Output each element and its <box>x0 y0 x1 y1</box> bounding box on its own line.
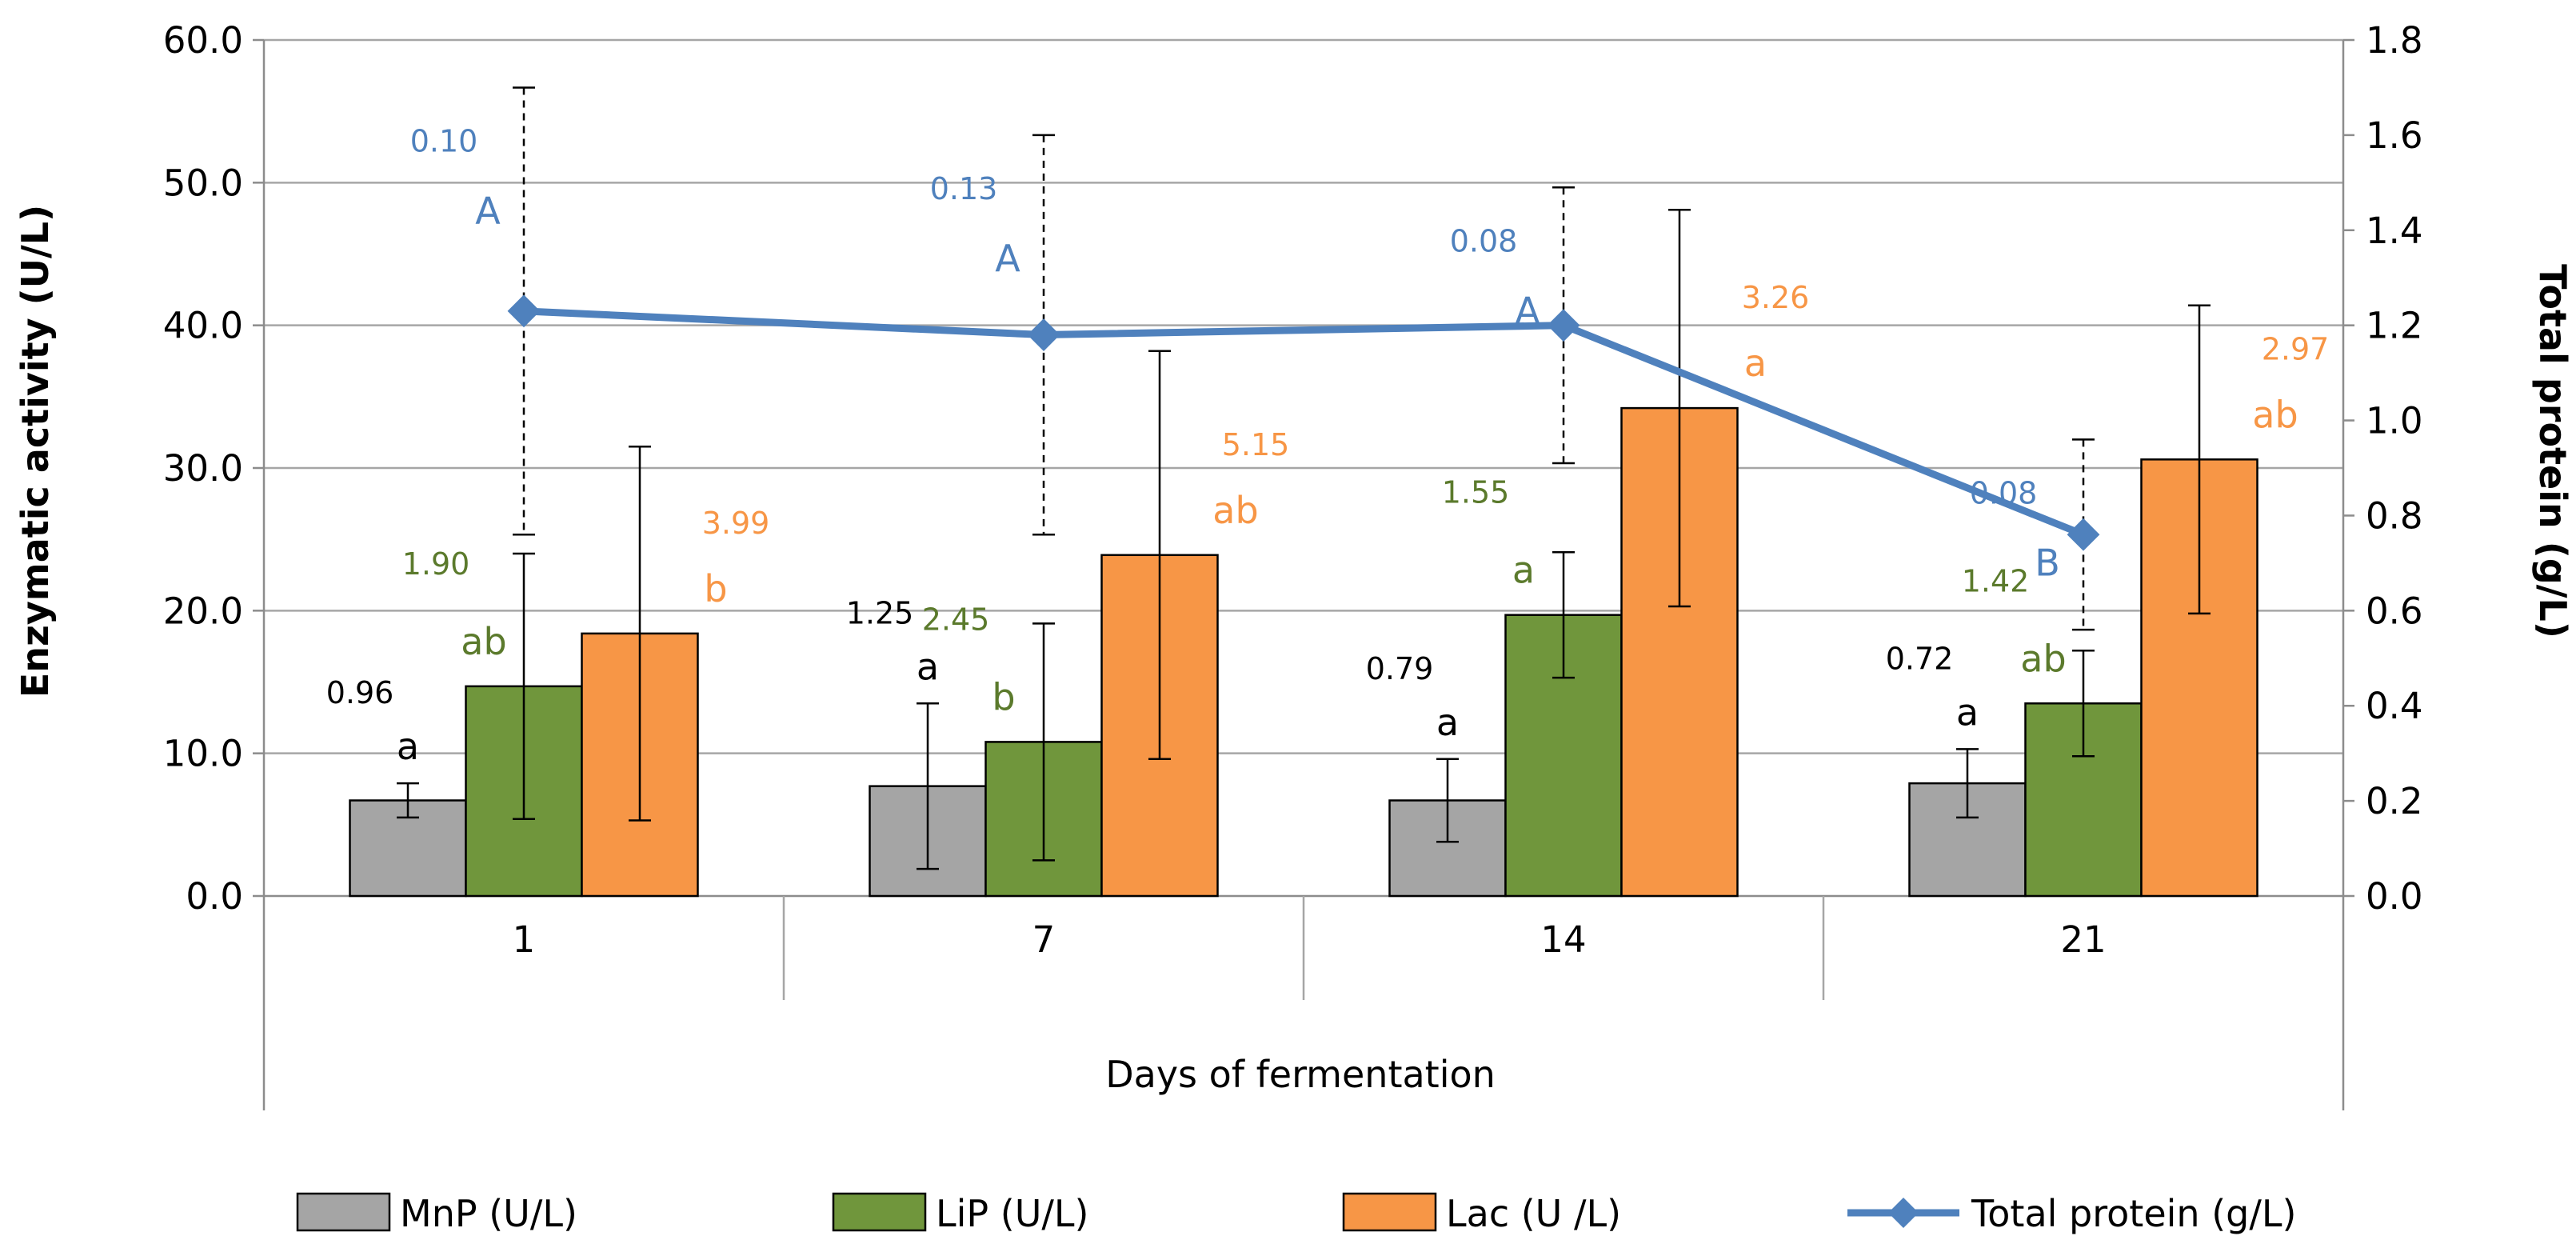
category-label: 1 <box>513 918 536 961</box>
series-line <box>523 307 2085 538</box>
significance-letter: a <box>1956 690 1979 734</box>
legend-swatch <box>1342 1192 1437 1232</box>
category-label: 21 <box>2060 918 2106 961</box>
right-tick-label: 0.6 <box>2366 590 2423 632</box>
sd-label: 0.96 <box>326 675 394 710</box>
sd-label: 0.08 <box>1450 223 1518 258</box>
sd-label: 3.99 <box>702 506 770 541</box>
significance-letter: a <box>1436 701 1459 744</box>
right-tick-label: 0.4 <box>2366 685 2423 727</box>
data-labels: a0.96a1.25a0.79a0.72ab1.90b2.45a1.55ab1.… <box>326 123 2330 768</box>
error-bars <box>397 86 2211 870</box>
sd-label: 2.97 <box>2262 331 2330 366</box>
right-tick-label: 1.4 <box>2366 210 2423 252</box>
left-tick-label: 10.0 <box>163 733 243 775</box>
significance-letter: A <box>475 189 501 232</box>
x-axis-title: Days of fermentation <box>1105 1053 1496 1096</box>
y2-axis-title: Total protein (g/L) <box>2531 264 2574 638</box>
legend-label: MnP (U/L) <box>400 1192 577 1235</box>
left-tick-label: 50.0 <box>163 162 243 204</box>
legend-label: Total protein (g/L) <box>1971 1192 2296 1235</box>
category-labels: 1 7 14 21 <box>513 918 2107 961</box>
sd-label: 1.55 <box>1442 475 1510 510</box>
right-axis-ticks: 0.0 0.2 0.4 0.6 0.8 1.0 1.2 1.4 1.6 1.8 <box>2343 19 2423 918</box>
significance-letter: a <box>1512 549 1535 592</box>
left-tick-label: 0.0 <box>186 875 243 918</box>
left-tick-label: 20.0 <box>163 590 243 632</box>
sd-label: 0.08 <box>1970 475 2038 510</box>
category-label: 14 <box>1540 918 1586 961</box>
left-tick-label: 40.0 <box>163 305 243 347</box>
sd-label: 0.10 <box>410 123 478 158</box>
sd-label: 2.45 <box>922 602 990 637</box>
significance-letter: B <box>2035 541 2060 584</box>
legend-swatch <box>296 1192 391 1232</box>
right-tick-label: 1.8 <box>2366 19 2423 62</box>
legend-label: Lac (U /L) <box>1446 1192 1621 1235</box>
protein-line <box>507 294 2100 551</box>
y-axis-title: Enzymatic activity (U/L) <box>14 205 57 698</box>
significance-letter: a <box>397 725 419 768</box>
legend-label: LiP (U/L) <box>936 1192 1088 1235</box>
left-tick-label: 30.0 <box>163 447 243 490</box>
right-tick-label: 1.0 <box>2366 400 2423 442</box>
line-marker <box>1027 318 1060 351</box>
significance-letter: a <box>917 645 939 688</box>
right-tick-label: 0.0 <box>2366 875 2423 918</box>
line-marker <box>2067 518 2100 551</box>
sd-label: 0.72 <box>1886 641 1954 676</box>
legend-swatch <box>832 1192 927 1232</box>
sd-label: 1.25 <box>846 595 914 630</box>
significance-letter: ab <box>1212 489 1258 532</box>
category-label: 7 <box>1032 918 1056 961</box>
significance-letter: A <box>1515 289 1540 332</box>
sd-label: 1.42 <box>1962 563 2030 598</box>
significance-letter: ab <box>2252 393 2298 436</box>
significance-letter: A <box>995 237 1020 280</box>
line-marker <box>507 294 541 328</box>
significance-letter: b <box>992 675 1015 718</box>
sd-label: 0.13 <box>930 171 998 206</box>
legend: MnP (U/L) LiP (U/L) Lac (U /L) Total protei… <box>296 1192 2296 1235</box>
significance-letter: a <box>1744 342 1767 385</box>
left-tick-label: 60.0 <box>163 19 243 62</box>
right-tick-label: 0.8 <box>2366 494 2423 537</box>
sd-label: 5.15 <box>1222 427 1290 462</box>
legend-marker <box>1888 1198 1919 1228</box>
right-tick-label: 0.2 <box>2366 780 2423 822</box>
significance-letter: b <box>704 567 727 610</box>
line-marker <box>1547 309 1580 342</box>
right-tick-label: 1.6 <box>2366 114 2423 157</box>
right-tick-label: 1.2 <box>2366 305 2423 347</box>
sd-label: 0.79 <box>1366 651 1434 686</box>
sd-label: 1.90 <box>402 546 470 582</box>
sd-label: 3.26 <box>1742 280 1810 315</box>
significance-letter: ab <box>461 620 506 663</box>
left-axis-ticks: 0.0 10.0 20.0 30.0 40.0 50.0 60.0 <box>163 19 264 918</box>
significance-letter: ab <box>2020 637 2066 680</box>
